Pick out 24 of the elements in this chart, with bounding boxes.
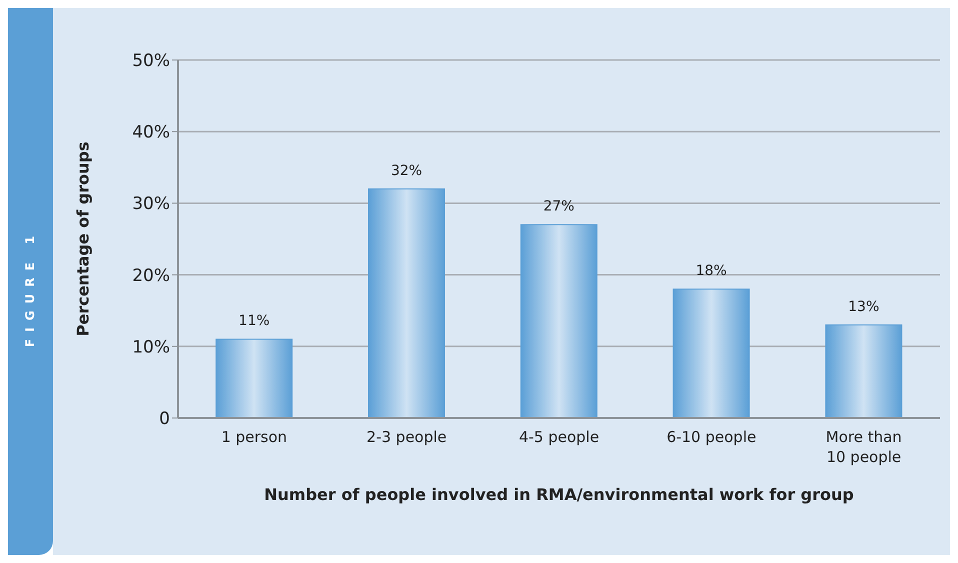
- y-tick-label: 30%: [132, 194, 170, 214]
- x-tick-label: 6-10 people: [666, 428, 756, 446]
- caption: FIGURE 1: [23, 228, 37, 348]
- y-axis-title: Percentage of groups: [74, 142, 93, 336]
- y-tick-label: 0: [159, 409, 170, 430]
- bar: [520, 224, 598, 418]
- data-label: 11%: [238, 313, 270, 330]
- bar: [368, 188, 445, 418]
- data-label: 32%: [390, 162, 422, 179]
- bar: [216, 338, 293, 418]
- x-tick-label: 1 person: [221, 428, 288, 446]
- bar: [825, 324, 902, 418]
- y-tick-label: 50%: [132, 51, 170, 72]
- x-tick-label: 4-5 people: [518, 428, 600, 446]
- x-tick-label: More than 10 people: [826, 428, 902, 466]
- data-label: 13%: [848, 298, 880, 315]
- y-tick-label: 20%: [132, 266, 170, 286]
- data-label: 27%: [543, 198, 574, 215]
- x-tick-label: 2-3 people: [366, 428, 447, 446]
- y-tick-label: 40%: [132, 122, 170, 143]
- bar: [672, 288, 750, 418]
- data-label: 18%: [696, 263, 727, 280]
- x-axis-title: Number of people involved in RMA/environmental work for group: [264, 485, 854, 504]
- y-tick-label: 10%: [132, 337, 170, 358]
